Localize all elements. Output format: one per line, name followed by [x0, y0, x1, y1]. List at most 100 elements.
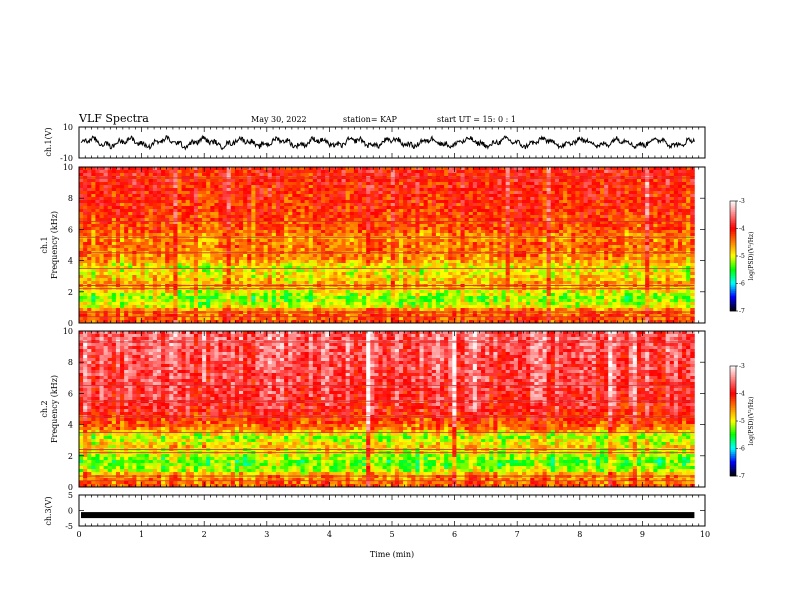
ch1-spectrogram-cell	[243, 224, 248, 228]
ch1-spectrogram-cell	[238, 260, 244, 264]
ch1-spectrogram-cell	[226, 236, 232, 240]
ch1-spectrogram-cell	[349, 197, 355, 201]
ch1-spectrogram-cell	[325, 212, 330, 216]
ch1-spectrogram-cell	[251, 239, 256, 243]
ch1-spectrogram-cell	[115, 254, 121, 258]
ch1-spectrogram-cell	[456, 227, 461, 231]
ch1-spectrogram-cell	[604, 215, 609, 219]
ch1-spectrogram-cell	[415, 236, 420, 240]
ch1-spectrogram-cell	[316, 185, 322, 189]
ch1-spectrogram-cell	[513, 194, 519, 198]
ch1-spectrogram-cell	[411, 221, 416, 225]
ch1-spectrogram-cell	[612, 191, 617, 195]
ch1-spectrogram-cell	[378, 194, 383, 198]
ch1-spectrogram-cell	[210, 227, 215, 231]
ch1-spectrogram-cell	[136, 227, 141, 231]
ch1-spectrogram-cell	[665, 227, 671, 231]
ch1-spectrogram-cell	[181, 191, 187, 195]
ch1-spectrogram-cell	[148, 200, 154, 204]
ch1-spectrogram-cell	[579, 236, 584, 240]
ch1-spectrogram-cell	[251, 236, 256, 240]
ch1-spectrogram-cell	[103, 239, 109, 243]
ch1-spectrogram-cell	[460, 257, 466, 261]
ch1-spectrogram-cell	[624, 194, 630, 198]
ch1-spectrogram-cell	[238, 239, 244, 243]
ch1-spectrogram-cell	[563, 224, 568, 228]
ch1-spectrogram-cell	[312, 242, 318, 246]
ch1-spectrogram-cell	[99, 185, 105, 189]
ch1-spectrogram-cell	[517, 188, 523, 192]
ch1-spectrogram-cell	[616, 179, 621, 183]
ch1-spectrogram-cell	[517, 179, 523, 183]
ch1-spectrogram-cell	[616, 185, 621, 189]
ch1-spectrogram-cell	[460, 200, 466, 204]
ch1-spectrogram-cell	[513, 185, 519, 189]
ch1-spectrogram-cell	[583, 173, 589, 177]
ch1-spectrogram-cell	[419, 206, 424, 210]
ch1-spectrogram-cell	[440, 257, 445, 261]
ch1-spectrogram-cell	[197, 182, 203, 186]
ch1-spectrogram-cell	[645, 191, 650, 195]
ch1-spectrogram-cell	[431, 200, 437, 204]
ch1-spectrogram-cell	[238, 167, 244, 171]
ch1-spectrogram-cell	[189, 194, 195, 198]
ch1-spectrogram-cell	[362, 200, 367, 204]
ch1-spectrogram-cell	[353, 173, 359, 177]
ch1-spectrogram-cell	[464, 203, 470, 207]
ch1-spectrogram-cell	[148, 233, 154, 237]
ch1-spectrogram-cell	[251, 257, 256, 261]
ch1-spectrogram-cell	[628, 227, 634, 231]
ch1-spectrogram-cell	[452, 194, 457, 198]
ch1-spectrogram-cell	[657, 221, 662, 225]
ch1-spectrogram-cell	[517, 170, 523, 174]
ch1-spectrogram-cell	[444, 194, 449, 198]
ch1-spectrogram-cell	[440, 197, 445, 201]
ch1-spectrogram-cell	[522, 224, 527, 228]
ch1-spectrogram-cell	[398, 197, 404, 201]
ch1-spectrogram-cell	[587, 209, 593, 213]
ch1-spectrogram-cell	[472, 200, 478, 204]
ch1-spectrogram-cell	[513, 230, 519, 234]
ch1-spectrogram-cell	[394, 194, 400, 198]
ch1-spectrogram-cell	[587, 245, 593, 249]
ch1-spectrogram-cell	[329, 182, 334, 186]
ch1-spectrogram-cell	[312, 179, 318, 183]
ch1-spectrogram-cell	[641, 218, 646, 222]
ch1-spectrogram-cell	[604, 260, 609, 264]
ch1-spectrogram-cell	[682, 257, 687, 261]
ch1-spectrogram-cell	[653, 206, 658, 210]
ch1-spectrogram-cell	[464, 197, 470, 201]
ch1-spectrogram-cell	[128, 242, 133, 246]
ch1-spectrogram-cell	[636, 239, 642, 243]
ch1-spectrogram-cell	[435, 239, 441, 243]
ch1-spectrogram-cell	[632, 173, 638, 177]
ch1-spectrogram-cell	[665, 257, 671, 261]
ch1-spectrogram-cell	[238, 245, 244, 249]
ch1-spectrogram-cell	[312, 209, 318, 213]
ch1-spectrogram-cell	[267, 257, 273, 261]
ch1-spectrogram-cell	[513, 233, 519, 237]
ch1-spectrogram-cell	[481, 260, 486, 264]
ch1-spectrogram-cell	[517, 182, 523, 186]
ch1-spectrogram-cell	[267, 194, 273, 198]
ch1-spectrogram-cell	[476, 224, 482, 228]
ch1-spectrogram-cell	[530, 236, 535, 240]
ch1-spectrogram-cell	[612, 233, 617, 237]
ch1-spectrogram-cell	[587, 248, 593, 252]
ch1-spectrogram-cell	[316, 170, 322, 174]
ch1-spectrogram-cell	[349, 260, 355, 264]
ch1-spectrogram-cell	[526, 191, 531, 195]
ch1-spectrogram-cell	[292, 200, 297, 204]
ch1-spectrogram-cell	[214, 200, 219, 204]
ch1-spectrogram-cell	[673, 191, 679, 195]
ch1-spectrogram-cell	[107, 170, 113, 174]
ch1-spectrogram-cell	[267, 218, 273, 222]
ch1-spectrogram-cell	[321, 173, 326, 177]
ch1-spectrogram-cell	[600, 224, 605, 228]
ch1-spectrogram-cell	[624, 236, 630, 240]
ch1-spectrogram-cell	[128, 194, 133, 198]
ch1-spectrogram-cell	[505, 197, 511, 201]
ch1-spectrogram-cell	[197, 254, 203, 258]
ch1-spectrogram-cell	[226, 179, 232, 183]
ch1-spectrogram-cell	[390, 242, 396, 246]
